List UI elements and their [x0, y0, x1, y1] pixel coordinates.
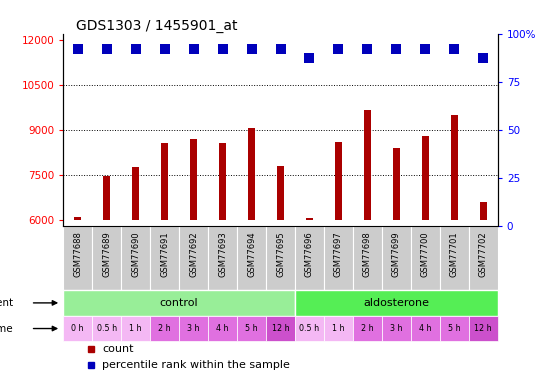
Bar	[295, 226, 324, 290]
Point	[218, 46, 227, 52]
Bar	[277, 166, 284, 220]
Point	[131, 46, 140, 52]
Bar	[382, 226, 411, 290]
Bar	[411, 316, 440, 341]
Point	[334, 46, 343, 52]
Bar	[208, 316, 237, 341]
Bar	[324, 316, 353, 341]
Bar	[92, 316, 121, 341]
Point	[276, 46, 285, 52]
Bar	[63, 290, 295, 316]
Text: GSM77694: GSM77694	[247, 231, 256, 277]
Bar	[190, 139, 197, 220]
Bar	[335, 142, 342, 220]
Point	[450, 46, 459, 52]
Bar	[422, 136, 429, 220]
Bar	[266, 316, 295, 341]
Bar	[411, 226, 440, 290]
Bar	[440, 226, 469, 290]
Text: 12 h: 12 h	[272, 324, 289, 333]
Text: 3 h: 3 h	[390, 324, 403, 333]
Bar	[469, 316, 498, 341]
Text: GDS1303 / 1455901_at: GDS1303 / 1455901_at	[76, 19, 238, 33]
Text: 5 h: 5 h	[448, 324, 460, 333]
Text: GSM77692: GSM77692	[189, 231, 198, 277]
Bar	[393, 148, 400, 220]
Text: GSM77698: GSM77698	[363, 231, 372, 277]
Bar	[150, 226, 179, 290]
Text: agent: agent	[0, 298, 13, 308]
Text: GSM77689: GSM77689	[102, 231, 111, 277]
Bar	[150, 316, 179, 341]
Point	[363, 46, 372, 52]
Bar	[324, 226, 353, 290]
Text: 4 h: 4 h	[419, 324, 432, 333]
Point	[392, 46, 401, 52]
Text: aldosterone: aldosterone	[364, 298, 430, 308]
Text: GSM77693: GSM77693	[218, 231, 227, 277]
Bar	[364, 110, 371, 220]
Text: GSM77697: GSM77697	[334, 231, 343, 277]
Text: GSM77702: GSM77702	[478, 231, 488, 277]
Text: 12 h: 12 h	[475, 324, 492, 333]
Bar	[92, 226, 121, 290]
Bar	[450, 115, 458, 220]
Bar	[208, 226, 237, 290]
Bar	[179, 226, 208, 290]
Bar	[237, 226, 266, 290]
Text: GSM77688: GSM77688	[73, 231, 82, 277]
Bar	[121, 226, 150, 290]
Bar	[121, 316, 150, 341]
Text: control: control	[160, 298, 199, 308]
Bar	[103, 176, 111, 220]
Text: GSM77690: GSM77690	[131, 231, 140, 277]
Point	[479, 55, 488, 61]
Bar	[266, 226, 295, 290]
Point	[160, 46, 169, 52]
Point	[247, 46, 256, 52]
Text: 3 h: 3 h	[188, 324, 200, 333]
Bar	[353, 316, 382, 341]
Text: 2 h: 2 h	[158, 324, 171, 333]
Text: count: count	[102, 344, 134, 354]
Text: GSM77699: GSM77699	[392, 231, 401, 277]
Text: 4 h: 4 h	[216, 324, 229, 333]
Bar	[248, 128, 255, 220]
Text: 5 h: 5 h	[245, 324, 258, 333]
Bar	[219, 143, 226, 220]
Text: GSM77691: GSM77691	[160, 231, 169, 277]
Text: GSM77696: GSM77696	[305, 231, 314, 277]
Bar	[480, 202, 487, 220]
Bar	[132, 167, 139, 220]
Text: GSM77701: GSM77701	[450, 231, 459, 277]
Text: time: time	[0, 324, 13, 333]
Point	[73, 46, 82, 52]
Text: 1 h: 1 h	[129, 324, 142, 333]
Bar	[161, 143, 168, 220]
Text: GSM77700: GSM77700	[421, 231, 430, 277]
Bar	[306, 219, 313, 220]
Text: 1 h: 1 h	[332, 324, 345, 333]
Text: 0.5 h: 0.5 h	[97, 324, 117, 333]
Bar	[440, 316, 469, 341]
Bar	[295, 316, 324, 341]
Bar	[63, 316, 92, 341]
Point	[102, 46, 111, 52]
Text: 0 h: 0 h	[72, 324, 84, 333]
Text: 2 h: 2 h	[361, 324, 373, 333]
Text: 0.5 h: 0.5 h	[299, 324, 320, 333]
Bar	[63, 226, 92, 290]
Bar	[74, 217, 81, 220]
Bar	[295, 290, 498, 316]
Bar	[469, 226, 498, 290]
Point	[189, 46, 198, 52]
Point	[421, 46, 430, 52]
Text: percentile rank within the sample: percentile rank within the sample	[102, 360, 290, 370]
Text: GSM77695: GSM77695	[276, 231, 285, 277]
Bar	[382, 316, 411, 341]
Bar	[237, 316, 266, 341]
Point	[305, 55, 314, 61]
Bar	[353, 226, 382, 290]
Bar	[179, 316, 208, 341]
